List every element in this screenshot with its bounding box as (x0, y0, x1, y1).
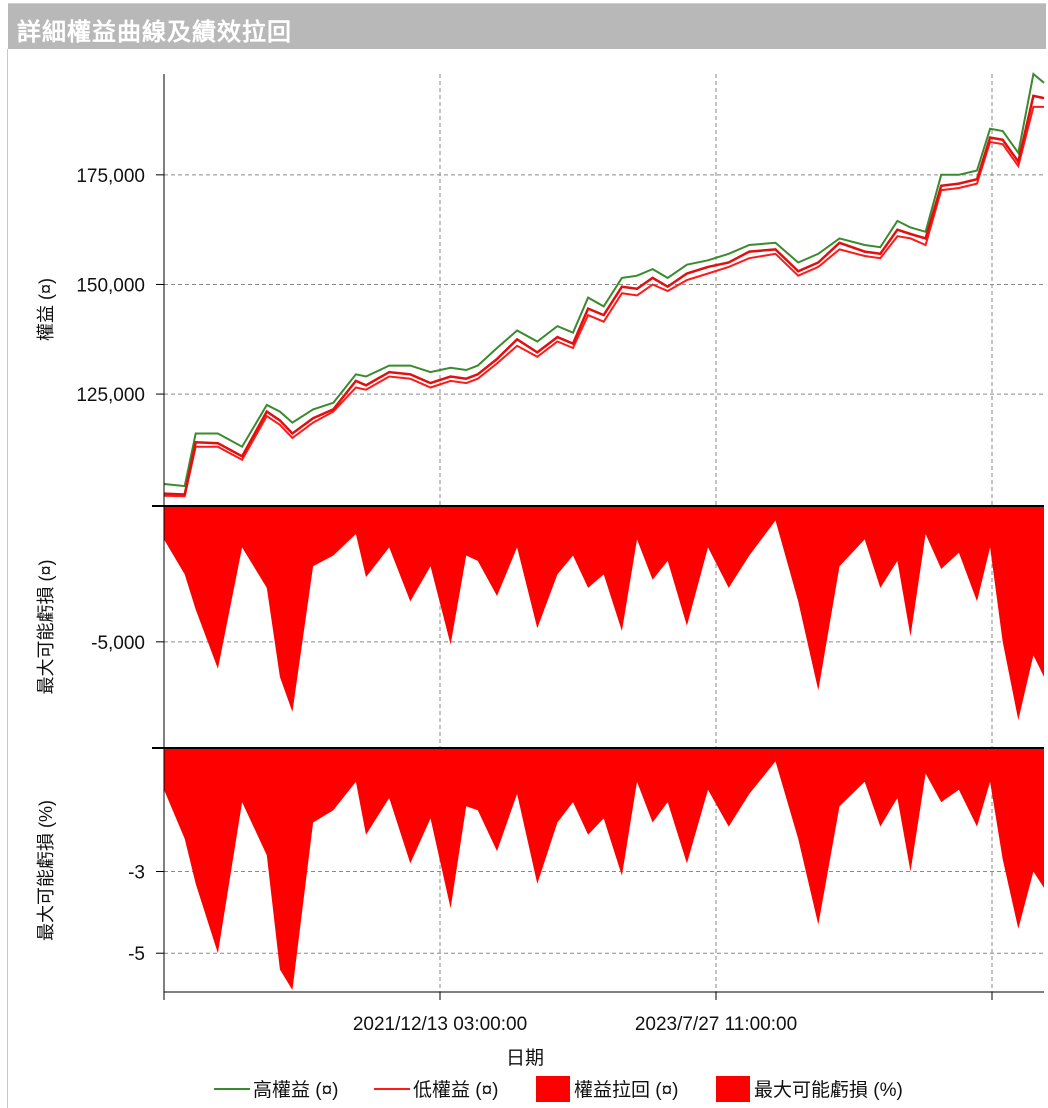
drawdown-abs-axis-label: 最大可能虧損 (¤) (36, 560, 56, 695)
drawdown-abs-tick-label: -5,000 (91, 633, 145, 654)
x-tick-label: 2021/12/13 03:00:00 (353, 1014, 527, 1035)
legend-swatch-box (536, 1076, 570, 1102)
window-title: 詳細權益曲線及績效拉回 (17, 18, 292, 46)
equity-line (163, 94, 1045, 496)
x-tick-label: 2023/7/27 11:00:00 (635, 1014, 797, 1035)
x-axis-label: 日期 (506, 1047, 544, 1069)
legend-label: 最大可能虧損 (%) (754, 1079, 903, 1101)
low-equity-line (163, 105, 1044, 498)
high-equity-line (163, 72, 1045, 488)
equity-tick-label: 125,000 (76, 385, 145, 406)
legend-label: 高權益 (¤) (253, 1079, 339, 1101)
drawdown-pct-tick-label: -3 (128, 863, 145, 884)
drawdown-pct-tick-label: -5 (128, 944, 145, 965)
window-title-bar: 詳細權益曲線及績效拉回 (8, 3, 1046, 49)
legend-label: 權益拉回 (¤) (574, 1079, 679, 1101)
legend-swatch-box (716, 1076, 750, 1102)
equity-axis-label: 權益 (¤) (36, 278, 56, 341)
legend-label: 低權益 (¤) (413, 1079, 499, 1101)
window-frame (7, 49, 8, 1108)
equity-tick-label: 175,000 (76, 166, 145, 187)
drawdown-pct-area (164, 749, 1044, 990)
equity-tick-label: 150,000 (76, 275, 145, 296)
drawdown-pct-axis-label: 最大可能虧損 (%) (36, 800, 56, 941)
drawdown-abs-area (164, 507, 1044, 720)
